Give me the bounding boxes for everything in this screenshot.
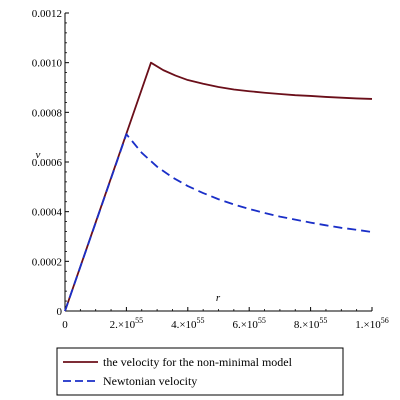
y-tick-label: 0.0012 xyxy=(32,8,62,20)
legend-box xyxy=(56,347,344,396)
series-group xyxy=(64,61,373,312)
x-tick-exponent: 55 xyxy=(319,316,327,325)
x-tick-exponent: 55 xyxy=(135,316,143,325)
x-tick-label: 2.×1055 xyxy=(110,316,143,331)
y-tick-label: 0.0006 xyxy=(32,157,63,169)
axes xyxy=(64,13,372,312)
x-tick-exponent: 56 xyxy=(381,316,389,325)
x-tick-label: 8.×1055 xyxy=(294,316,327,331)
x-tick-label: 0 xyxy=(62,319,68,331)
y-tick-label: 0.0008 xyxy=(32,107,63,119)
y-axis-label: v xyxy=(36,149,41,161)
series-line-newtonian xyxy=(64,133,373,312)
y-tick-label: 0.0002 xyxy=(32,256,62,268)
legend: the velocity for the non-minimal model N… xyxy=(56,347,344,396)
x-axis-ticks: 0 2.×1055 4.×1055 6.×1055 8.×1055 1.×1056 xyxy=(62,307,389,331)
x-tick-label: 4.×1055 xyxy=(171,316,204,331)
x-tick-exponent: 55 xyxy=(258,316,266,325)
x-axis-label: r xyxy=(216,292,221,304)
y-tick-label: 0 xyxy=(57,306,63,318)
y-tick-label: 0.0010 xyxy=(32,58,63,70)
series-line-non-minimal xyxy=(64,61,373,312)
x-tick-label: 1.×1056 xyxy=(355,316,388,331)
y-tick-label: 0.0004 xyxy=(32,207,63,219)
y-axis-ticks: 0 0.0002 0.0004 0.0006 0.0008 0.0010 0.0012 xyxy=(32,8,69,318)
legend-label-newtonian: Newtonian velocity xyxy=(103,374,197,388)
x-tick-exponent: 55 xyxy=(197,316,205,325)
x-tick-label: 6.×1055 xyxy=(232,316,265,331)
legend-label-non-minimal: the velocity for the non-minimal model xyxy=(103,355,293,369)
